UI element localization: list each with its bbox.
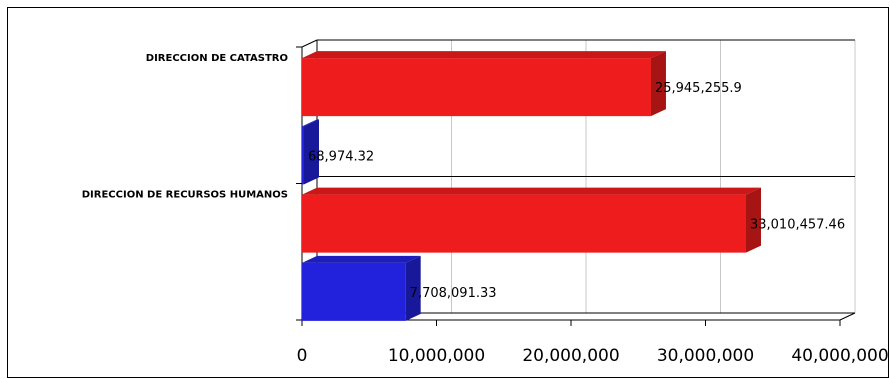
bar [302,58,651,117]
data-label: 33,010,457.46 [750,218,845,233]
x-tick-label: 40,000,000 [791,346,888,366]
axis-depth-line [839,312,856,321]
bar [302,126,304,185]
data-label: 7,708,091.33 [410,286,497,301]
bar-side [745,187,761,253]
x-tick-label: 30,000,000 [657,346,754,366]
bar-top [302,51,666,59]
bar-side [304,119,319,185]
bar-top [302,255,421,263]
x-tick-label: 10,000,000 [388,346,485,366]
bar-top [302,187,761,195]
category-label: DIRECCION DE RECURSOS HUMANOS [82,190,288,201]
bar-side [650,51,666,117]
bar [302,262,406,321]
x-tick-label: 0 [297,346,308,366]
bar-top [302,119,319,127]
data-label: 68,974.32 [308,149,374,164]
bar-side [405,255,421,321]
x-tick-label: 20,000,000 [522,346,619,366]
bar [302,194,746,253]
category-label: DIRECCION DE CATASTRO [146,53,288,64]
data-label: 25,945,255.9 [655,81,742,96]
depth-line [301,39,318,48]
